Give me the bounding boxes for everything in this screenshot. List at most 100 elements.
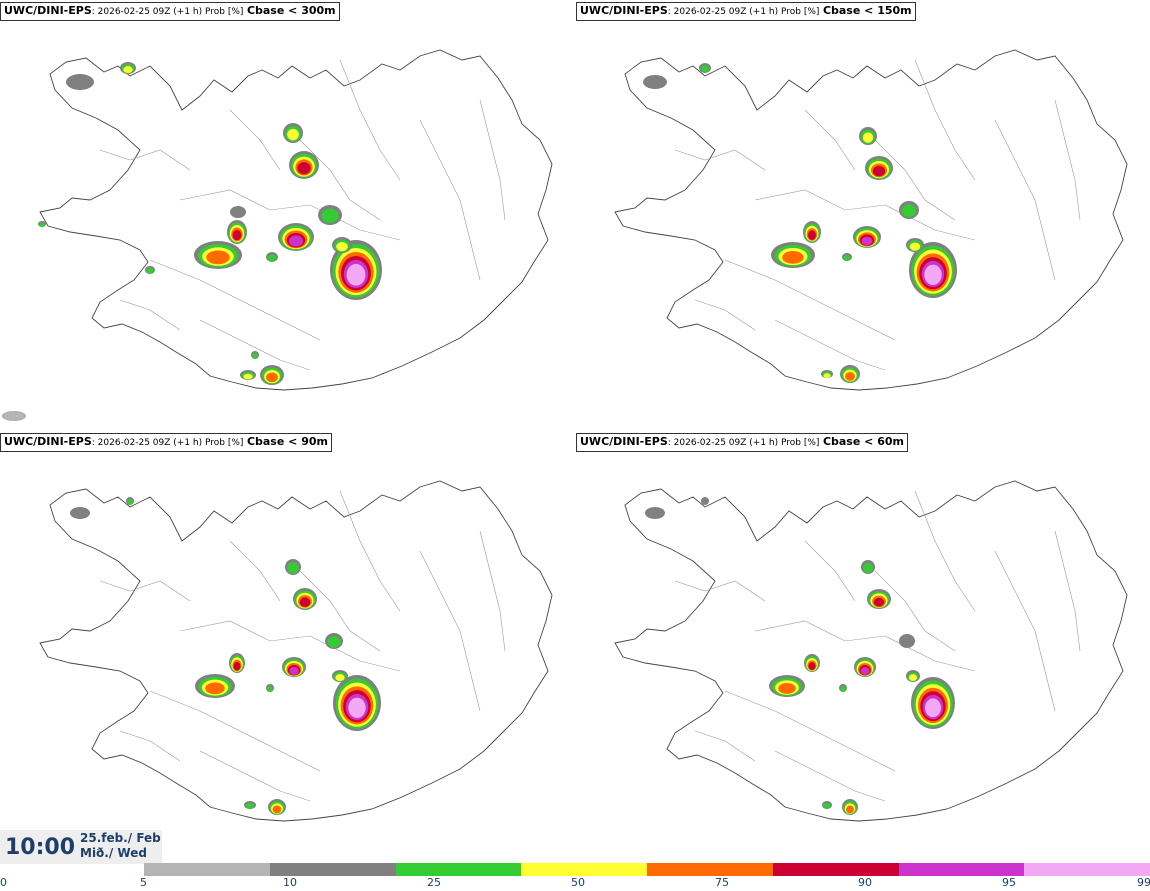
probability-contour <box>39 222 45 227</box>
probability-area <box>230 206 246 218</box>
probability-area <box>282 657 306 677</box>
probability-contour <box>700 65 710 73</box>
coastline <box>614 480 1128 822</box>
boundary-line <box>804 540 856 602</box>
probability-area <box>244 801 256 809</box>
probability-area <box>227 220 247 244</box>
map-panel-cbase-300: UWC/DINI-EPS: 2026-02-25 09Z (+1 h) Prob… <box>0 0 575 430</box>
probability-area <box>859 127 877 145</box>
run-meta: : 2026-02-25 09Z (+1 h) Prob [%] <box>91 438 244 448</box>
probability-area <box>240 370 256 380</box>
panel-title: UWC/DINI-EPS: 2026-02-25 09Z (+1 h) Prob… <box>0 433 332 452</box>
probability-area <box>842 799 858 815</box>
colorbar-swatch <box>269 863 396 876</box>
probability-contour <box>872 166 886 177</box>
probability-area <box>251 351 259 359</box>
probability-contour <box>899 634 915 648</box>
colorbar-tick-label: 0 <box>0 876 7 889</box>
boundary-line <box>874 570 956 652</box>
colorbar-swatch <box>772 863 899 876</box>
boundary-line <box>229 109 281 171</box>
boundary-line <box>774 750 886 802</box>
boundary-line <box>804 109 856 171</box>
model-name: UWC/DINI-EPS <box>4 4 92 17</box>
boundary-line <box>299 139 381 221</box>
boundary-line <box>199 319 311 371</box>
boundary-line <box>694 299 756 331</box>
valid-date: 25.feb./ Feb Mið./ Wed <box>80 831 161 861</box>
probability-area <box>861 560 875 574</box>
probability-area <box>283 123 303 143</box>
run-meta: : 2026-02-25 09Z (+1 h) Prob [%] <box>667 438 820 448</box>
boundary-line <box>914 59 976 181</box>
probability-area <box>126 497 134 505</box>
probability-contour <box>701 497 709 505</box>
probability-contour <box>925 698 941 718</box>
probability-contour <box>205 682 225 695</box>
probability-contour <box>823 802 831 809</box>
colorbar-tick-label: 5 <box>140 876 147 889</box>
probability-area <box>229 653 245 673</box>
probability-contour <box>123 66 133 74</box>
probability-contour <box>267 685 273 692</box>
probability-contour <box>909 242 921 251</box>
boundary-line <box>339 59 401 181</box>
boundary-line <box>299 570 381 652</box>
boundary-line <box>754 189 976 241</box>
probability-area <box>803 221 821 243</box>
probability-area <box>911 677 955 729</box>
boundary-line <box>119 299 181 331</box>
colorbar-tick-label: 90 <box>858 876 872 889</box>
boundary-line <box>149 690 321 772</box>
probability-area <box>333 675 381 731</box>
variable-name: Cbase < 60m <box>822 435 904 448</box>
probability-contour <box>808 230 816 240</box>
boundary-line <box>914 490 976 612</box>
boundary-line <box>149 259 321 341</box>
probability-area <box>332 670 348 682</box>
colorbar-swatch <box>144 863 270 876</box>
coastline <box>39 480 553 822</box>
boundary-line <box>179 189 401 241</box>
boundary-line <box>754 620 976 672</box>
probability-area <box>842 253 852 261</box>
probability-area <box>821 370 833 378</box>
probability-area <box>260 365 284 385</box>
probability-contour <box>860 667 870 675</box>
variable-name: Cbase < 150m <box>822 4 912 17</box>
probability-contour <box>346 263 366 286</box>
variable-name: Cbase < 90m <box>246 435 328 448</box>
probability-area <box>840 365 860 383</box>
probability-area <box>145 266 155 274</box>
iceland-map <box>614 480 1128 822</box>
probability-contour <box>146 267 154 274</box>
boundary-line <box>179 620 401 672</box>
boundary-line <box>674 149 766 171</box>
probability-contour <box>908 674 918 682</box>
probability-contour <box>335 674 345 682</box>
probability-contour <box>288 235 304 247</box>
probability-contour <box>232 230 242 241</box>
probability-contour <box>206 250 230 265</box>
probability-contour <box>845 371 855 381</box>
probability-contour <box>127 498 133 505</box>
boundary-line <box>419 119 481 281</box>
probability-contour <box>66 74 94 90</box>
probability-area <box>278 223 314 251</box>
probability-area <box>285 559 301 575</box>
probability-area <box>769 675 805 697</box>
probability-area <box>318 205 342 225</box>
probability-contour <box>348 697 366 718</box>
probability-contour <box>901 204 917 218</box>
boundary-line <box>479 530 506 652</box>
probability-area <box>906 670 920 682</box>
probability-contour <box>645 507 665 519</box>
colorbar-tick-label: 99 <box>1137 876 1150 889</box>
boundary-line <box>724 259 896 341</box>
boundary-line <box>724 690 896 772</box>
model-name: UWC/DINI-EPS <box>4 435 92 448</box>
panel-title: UWC/DINI-EPS: 2026-02-25 09Z (+1 h) Prob… <box>576 2 916 21</box>
probability-contour <box>778 683 796 694</box>
probability-contour <box>321 208 339 223</box>
probability-contour <box>2 411 26 421</box>
